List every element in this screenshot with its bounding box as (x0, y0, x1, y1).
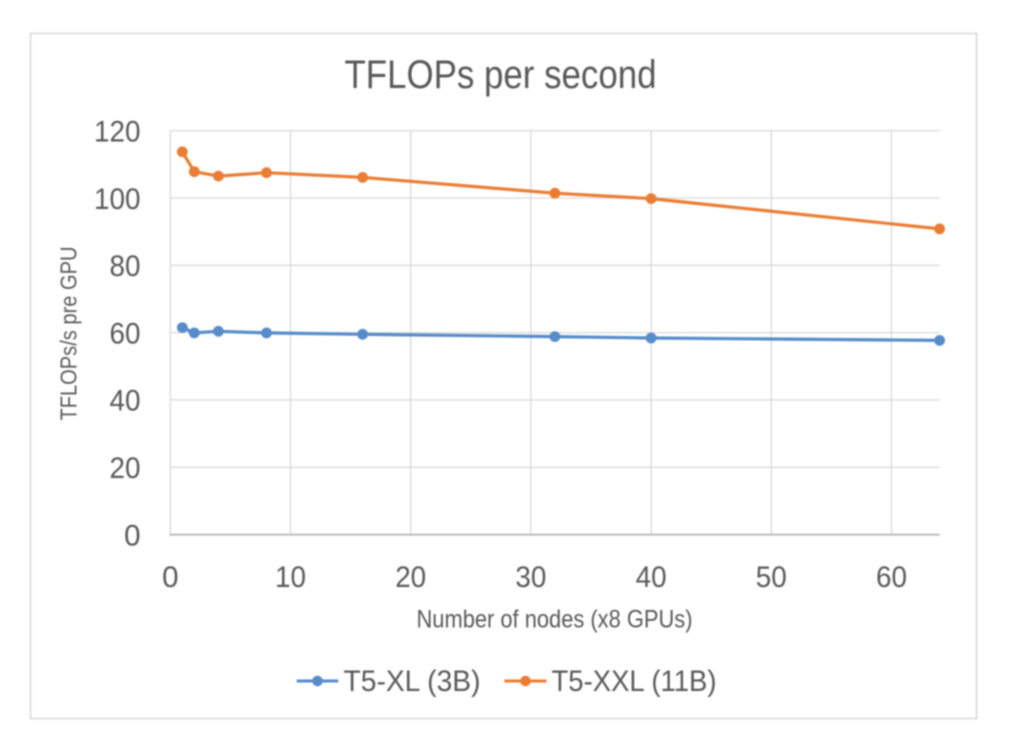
svg-text:T5-XL (3B): T5-XL (3B) (344, 665, 481, 698)
svg-text:0: 0 (124, 519, 140, 552)
svg-text:80: 80 (110, 250, 141, 283)
svg-text:0: 0 (162, 561, 178, 594)
svg-text:20: 20 (395, 561, 426, 594)
svg-text:60: 60 (876, 561, 907, 594)
svg-text:60: 60 (110, 317, 141, 350)
svg-text:120: 120 (94, 115, 141, 148)
svg-text:20: 20 (110, 452, 141, 485)
svg-text:TFLOPs/s pre GPU: TFLOPs/s pre GPU (56, 247, 82, 421)
svg-text:40: 40 (110, 385, 141, 418)
svg-text:10: 10 (275, 561, 306, 594)
svg-text:30: 30 (515, 561, 546, 594)
svg-text:100: 100 (94, 183, 141, 216)
svg-text:T5-XXL (11B): T5-XXL (11B) (552, 665, 717, 698)
svg-text:50: 50 (756, 561, 787, 594)
svg-text:40: 40 (636, 561, 667, 594)
svg-text:Number of nodes (x8 GPUs): Number of nodes (x8 GPUs) (417, 606, 693, 634)
svg-text:TFLOPs per second: TFLOPs per second (345, 53, 657, 97)
